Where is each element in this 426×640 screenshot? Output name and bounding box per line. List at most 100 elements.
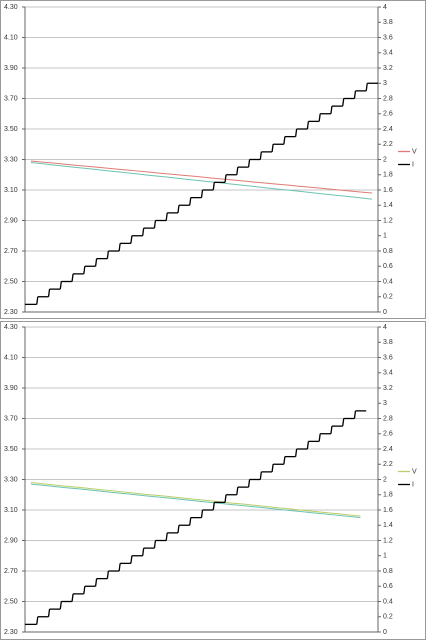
step-riser [212, 182, 215, 191]
step-riser [118, 243, 121, 252]
y2-tick-label: 2.4 [383, 446, 393, 453]
step-riser [306, 121, 310, 130]
step-riser [47, 289, 51, 297]
step-riser [318, 113, 321, 122]
step-riser [71, 593, 74, 602]
legend-label: V [412, 468, 417, 475]
y-tick-label: 3.50 [4, 446, 18, 453]
y-tick-label: 2.30 [4, 629, 18, 636]
step-riser [236, 167, 239, 175]
y2-tick-label: 4 [383, 4, 387, 11]
step-riser [106, 250, 110, 259]
y2-tick-label: 0.4 [383, 278, 393, 285]
y2-tick-label: 1.6 [383, 187, 393, 194]
step-riser [94, 578, 98, 587]
y2-tick-label: 3 [383, 400, 387, 407]
y-tick-label: 3.10 [4, 187, 18, 194]
y-tick-label: 4.30 [4, 324, 18, 331]
y2-tick-label: 1.4 [383, 522, 393, 529]
y2-tick-label: 1 [383, 553, 387, 560]
y2-tick-label: 4 [383, 324, 387, 331]
y2-tick-label: 1.8 [383, 492, 393, 499]
y2-tick-label: 3.4 [383, 50, 393, 57]
y2-tick-label: 3.2 [383, 385, 393, 392]
y2-tick-label: 3.6 [383, 354, 393, 361]
y-tick-label: 3.30 [4, 476, 18, 483]
step-riser [236, 487, 239, 495]
y-tick-label: 3.90 [4, 65, 18, 72]
step-riser [259, 471, 262, 480]
step-riser [224, 174, 227, 183]
series-line [30, 160, 373, 194]
legend-label: V [412, 148, 417, 155]
step-riser [342, 98, 345, 107]
step-riser [271, 464, 274, 472]
y2-tick-label: 0.4 [383, 598, 393, 605]
step-riser [118, 563, 121, 572]
step-riser [36, 616, 39, 625]
step-riser [106, 570, 110, 579]
step-riser [177, 525, 180, 533]
y2-tick-label: 3.8 [383, 19, 393, 26]
step-riser [294, 448, 298, 457]
y2-tick-label: 2 [383, 156, 387, 163]
step-riser [200, 189, 204, 198]
step-riser [189, 517, 192, 526]
step-riser [83, 266, 86, 274]
step-riser [142, 228, 145, 236]
y2-tick-label: 0 [383, 629, 387, 636]
legend-label: I [412, 481, 414, 488]
y2-tick-label: 2.6 [383, 111, 393, 118]
y2-tick-label: 3.4 [383, 370, 393, 377]
y2-tick-label: 0.6 [383, 263, 393, 270]
step-riser [342, 418, 345, 427]
legend-label: I [412, 161, 414, 168]
step-riser [283, 136, 286, 145]
y-tick-label: 3.90 [4, 385, 18, 392]
step-riser [247, 479, 251, 488]
y-tick-label: 4.10 [4, 34, 18, 41]
y2-tick-label: 1.2 [383, 217, 393, 224]
step-riser [71, 273, 74, 282]
step-riser [94, 258, 98, 267]
y-tick-label: 3.30 [4, 156, 18, 163]
step-riser [259, 151, 262, 160]
chart-frame [0, 321, 426, 640]
y2-tick-label: 3.2 [383, 65, 393, 72]
y2-tick-label: 2.4 [383, 126, 393, 133]
step-riser [177, 205, 180, 213]
y2-tick-label: 2 [383, 476, 387, 483]
y-tick-label: 4.10 [4, 354, 18, 361]
step-riser [330, 106, 333, 114]
series-line [30, 162, 373, 200]
step-riser [318, 433, 321, 442]
y2-tick-label: 3.6 [383, 34, 393, 41]
step-riser [353, 410, 357, 419]
step-riser [247, 159, 251, 168]
series-line [30, 483, 361, 519]
y2-tick-label: 0.6 [383, 583, 393, 590]
step-riser [200, 509, 204, 518]
step-riser [294, 128, 298, 137]
y2-tick-label: 0.8 [383, 248, 393, 255]
step-riser [212, 502, 215, 511]
y2-tick-label: 2.8 [383, 95, 393, 102]
y-tick-label: 4.30 [4, 4, 18, 11]
y2-tick-label: 1.4 [383, 202, 393, 209]
y-tick-label: 2.70 [4, 248, 18, 255]
y2-tick-label: 2.6 [383, 431, 393, 438]
y2-tick-label: 0.2 [383, 614, 393, 621]
y2-tick-label: 2.2 [383, 141, 393, 148]
step-riser [59, 281, 62, 290]
y2-tick-label: 0.8 [383, 568, 393, 575]
y-tick-label: 2.90 [4, 537, 18, 544]
step-riser [59, 601, 62, 610]
y-tick-label: 2.70 [4, 568, 18, 575]
y2-tick-label: 3.8 [383, 339, 393, 346]
y2-tick-label: 0 [383, 309, 387, 316]
y-tick-label: 3.70 [4, 415, 18, 422]
y2-tick-label: 1.6 [383, 507, 393, 514]
step-riser [271, 144, 274, 152]
